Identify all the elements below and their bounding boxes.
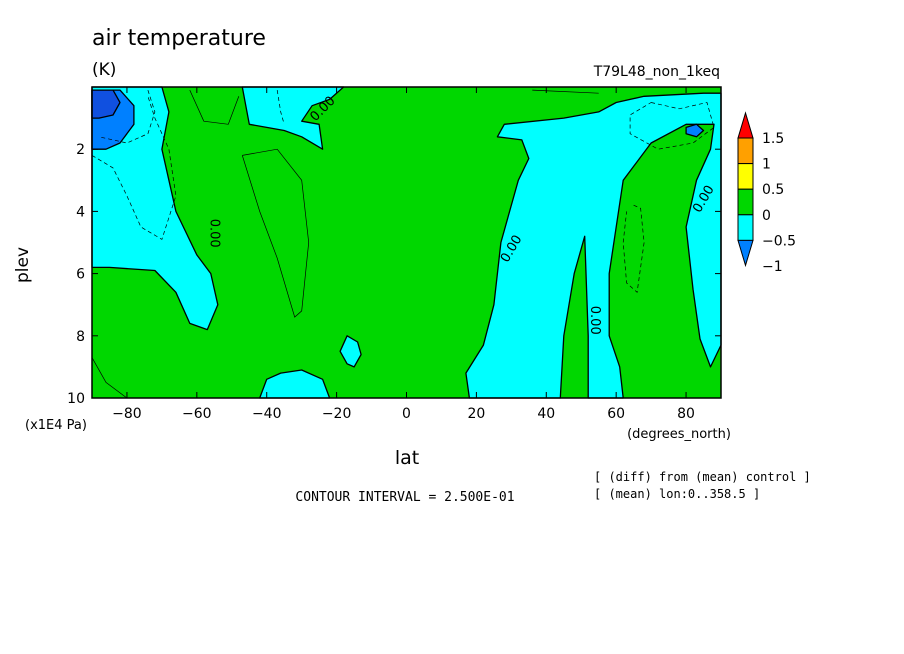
plot-area: 0.000.000.000.000.00 −80 −60 −40 −20 0 20 40 60… <box>67 86 722 422</box>
x-tick-label: 0 <box>402 406 411 422</box>
colorbar-segment <box>737 163 754 190</box>
contour-line-dashed <box>98 89 156 144</box>
contour-region-minus-half-2 <box>685 123 705 138</box>
x-tick-label: −80 <box>112 406 142 422</box>
colorbar-segment <box>737 188 754 216</box>
chart-title: air temperature <box>92 26 266 51</box>
contour-interval-note: CONTOUR INTERVAL = 2.500E-01 <box>295 490 514 505</box>
contour-region-neg-west <box>91 86 219 331</box>
run-label: T79L48_non_1keq <box>593 64 720 80</box>
contour-line-dashed <box>276 90 285 125</box>
colorbar-segment <box>737 137 754 165</box>
x-tick-label: −40 <box>252 406 282 422</box>
diff-note: [ (diff) from (mean) control ] <box>594 470 811 484</box>
contour-line-thin <box>91 357 128 399</box>
mean-lon-note: [ (mean) lon:0..358.5 ] <box>594 487 760 501</box>
contour-line-thin <box>532 89 599 94</box>
x-axis-label: lat <box>395 447 419 469</box>
y-tick-label: 4 <box>76 204 85 220</box>
y-tick-label: 2 <box>76 142 85 158</box>
units-label: (K) <box>92 60 116 80</box>
contour-line-thin <box>189 89 240 125</box>
colorbar-segment <box>737 214 754 241</box>
colorbar-label: 0.5 <box>762 182 784 198</box>
colorbar-label: −0.5 <box>762 233 796 249</box>
y-axis-label: plev <box>13 247 33 283</box>
x-tick-label: 80 <box>677 406 695 422</box>
y-tick-label: 10 <box>67 391 85 407</box>
x-tick-label: −60 <box>182 406 212 422</box>
y-tick-label: 6 <box>76 267 85 283</box>
contour-region-neg-upper <box>241 86 345 150</box>
x-tick-label: 20 <box>467 406 485 422</box>
x-tick-label: −20 <box>322 406 352 422</box>
contour-line-dashed <box>622 204 645 293</box>
zero-contour-label: 0.00 <box>206 219 221 248</box>
zero-contour-label: 0.00 <box>587 306 602 335</box>
x-tick-label: 40 <box>537 406 555 422</box>
x-axis-units: (degrees_north) <box>627 427 731 442</box>
y-axis-units: (x1E4 Pa) <box>25 418 87 433</box>
colorbar-label: −1 <box>762 259 783 275</box>
x-tick-label: 60 <box>607 406 625 422</box>
colorbar-label: 1.5 <box>762 131 784 147</box>
colorbar-label: 0 <box>762 208 771 224</box>
contour-line-dashed <box>91 96 177 240</box>
contour-line-thin <box>241 148 310 318</box>
y-tick-label: 8 <box>76 329 85 345</box>
contour-region-neg-small-1 <box>339 335 362 368</box>
colorbar-label: 1 <box>762 157 771 173</box>
colorbar: 1.5 1 0.5 0 −0.5 −1 <box>737 111 796 275</box>
colorbar-bottom-triangle <box>737 239 754 268</box>
contour-line-dashed <box>629 102 715 150</box>
